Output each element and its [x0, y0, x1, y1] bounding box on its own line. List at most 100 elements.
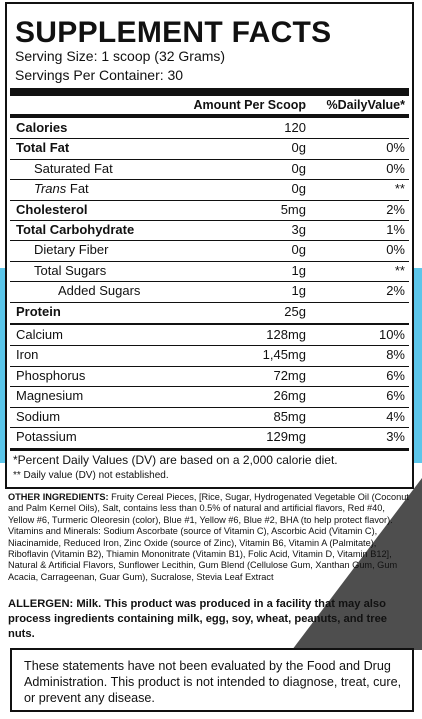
footnote: *Percent Daily Values (DV) are based on … [13, 453, 338, 467]
row-rule [10, 365, 409, 367]
header-dv: %DailyValue* [326, 98, 405, 112]
nutrient-name: Iron [16, 345, 38, 365]
daily-value: 2% [386, 201, 405, 217]
nutrient-name-text: Calcium [16, 327, 63, 342]
nutrient-row: Total Sugars 1g ** [10, 261, 409, 281]
amount: 5mg [280, 201, 306, 217]
amount: 85mg [273, 408, 306, 424]
ingredients-label: OTHER INGREDIENTS: [8, 492, 109, 502]
nutrient-name-text: Fat [69, 181, 89, 197]
row-rule [10, 138, 409, 140]
row-rule [10, 301, 409, 303]
nutrient-row: Iron 1,45mg 8% [10, 345, 409, 365]
nutrient-name-text: Phosphorus [16, 367, 86, 383]
daily-value: 0% [386, 242, 405, 258]
nutrient-name-text: Protein [16, 303, 61, 319]
row-rule [10, 260, 409, 262]
facts-panel: SUPPLEMENT FACTS Serving Size: 1 scoop (… [5, 2, 414, 489]
nutrient-name: Added Sugars [58, 281, 140, 301]
amount: 1g [291, 262, 306, 278]
nutrient-name-text: Total Carbohydrate [16, 222, 135, 237]
row-rule [10, 345, 409, 347]
amount: 1,45mg [262, 347, 306, 363]
amount: 0g [291, 140, 306, 156]
amount: 1g [291, 283, 306, 299]
row-rule [10, 281, 409, 283]
daily-value: 6% [386, 367, 405, 383]
nutrient-row: Phosphorus 72mg 6% [10, 366, 409, 386]
amount: 26mg [273, 388, 306, 404]
row-rule [10, 179, 409, 181]
nutrient-name: Phosphorus [16, 366, 85, 386]
daily-value: 1% [386, 222, 405, 237]
nutrient-name-text: Cholesterol [16, 201, 88, 217]
side-band [0, 268, 6, 463]
nutrient-name-text: Dietary Fiber [34, 242, 109, 258]
nutrient-name: Sodium [16, 407, 60, 427]
rule [10, 448, 409, 452]
nutrient-name: Total Sugars [34, 261, 106, 281]
amount: 129mg [266, 429, 306, 444]
nutrient-name: Protein [16, 302, 61, 322]
nutrient-name-text: Iron [16, 347, 39, 363]
amount: 72mg [273, 367, 306, 383]
amount: 0g [291, 242, 306, 258]
nutrient-name: Calcium [16, 325, 63, 345]
nutrient-name-text: Total Fat [16, 140, 70, 156]
row-rule [10, 199, 409, 201]
nutrient-name: Total Fat [16, 138, 69, 158]
nutrient-row: Trans Fat 0g ** [10, 179, 409, 199]
nutrient-name: Calories [16, 118, 67, 138]
nutrient-row: Dietary Fiber 0g 0% [10, 240, 409, 260]
nutrient-row: Calcium 128mg 10% [10, 325, 409, 345]
header-row: Amount Per Scoop %DailyValue* [10, 95, 409, 115]
nutrient-name: Cholesterol [16, 200, 88, 220]
servings: Servings Per Container: 30 [15, 67, 184, 83]
nutrient-row: Cholesterol 5mg 2% [10, 200, 409, 220]
daily-value: 0% [386, 160, 405, 176]
daily-value: ** [394, 181, 405, 197]
nutrient-row: Total Carbohydrate 3g 1% [10, 220, 409, 240]
rule [10, 323, 409, 325]
nutrient-name-text: Total Sugars [34, 262, 107, 278]
rule [10, 88, 409, 96]
row-rule [10, 240, 409, 242]
nutrient-name-text: Added Sugars [58, 283, 141, 299]
nutrient-row: Added Sugars 1g 2% [10, 281, 409, 301]
amount: 128mg [266, 327, 306, 342]
nutrient-row: Protein 25g [10, 302, 409, 322]
allergen: ALLERGEN: Milk. This product was produce… [8, 598, 388, 640]
ingredients: OTHER INGREDIENTS: Fruity Cereal Pieces,… [8, 492, 410, 583]
amount: 0g [291, 181, 306, 197]
daily-value: 2% [386, 283, 405, 299]
nutrient-name: Dietary Fiber [34, 240, 108, 260]
side-band [414, 268, 422, 463]
daily-value: 3% [386, 429, 405, 444]
nutrient-name-text: Calories [16, 120, 68, 135]
amount: 25g [284, 303, 306, 319]
row-rule [10, 220, 409, 221]
daily-value: 8% [386, 347, 405, 363]
nutrient-name-text: Potassium [16, 429, 77, 444]
nutrient-row: Saturated Fat 0g 0% [10, 159, 409, 179]
row-rule [10, 427, 409, 428]
daily-value: 10% [378, 327, 405, 342]
daily-value: 4% [386, 408, 405, 424]
amount: 3g [291, 222, 306, 237]
footnote: ** Daily value (DV) not established. [13, 470, 169, 481]
nutrient-row: Total Fat 0g 0% [10, 138, 409, 158]
nutrient-name-text: Magnesium [16, 388, 84, 404]
rule [10, 114, 409, 118]
nutrient-name: Saturated Fat [34, 159, 113, 179]
nutrient-name: Magnesium [16, 386, 83, 406]
daily-value: ** [394, 262, 405, 278]
title: SUPPLEMENT FACTS [15, 16, 332, 49]
nutrient-name-text: Sodium [16, 408, 61, 424]
nutrient-row: Calories 120 [10, 118, 409, 138]
daily-value: 6% [386, 388, 405, 404]
nutrient-name-italic: Trans [34, 181, 67, 197]
nutrient-row: Potassium 129mg 3% [10, 427, 409, 447]
daily-value: 0% [386, 140, 405, 156]
